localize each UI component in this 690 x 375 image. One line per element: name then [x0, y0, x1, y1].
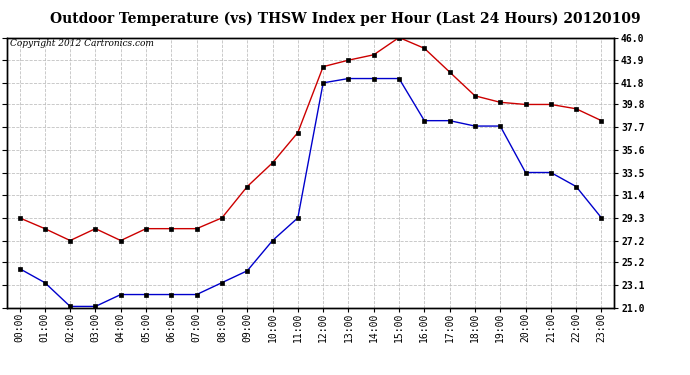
Text: Outdoor Temperature (vs) THSW Index per Hour (Last 24 Hours) 20120109: Outdoor Temperature (vs) THSW Index per …	[50, 11, 640, 26]
Text: Copyright 2012 Cartronics.com: Copyright 2012 Cartronics.com	[10, 39, 154, 48]
